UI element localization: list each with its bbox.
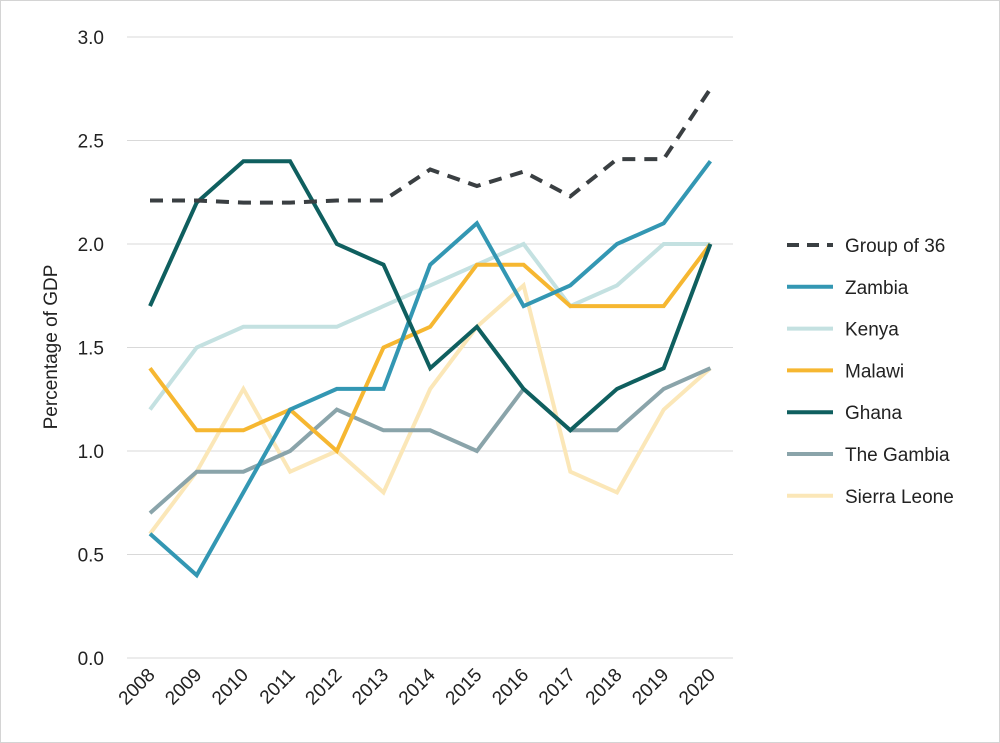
x-tick-label: 2009	[161, 665, 206, 710]
series-line-kenya	[148, 241, 711, 411]
x-tick-label: 2018	[582, 665, 627, 710]
series-line-zambia	[148, 159, 712, 579]
legend-label-the-gambia: The Gambia	[845, 445, 950, 466]
x-tick-label: 2011	[256, 665, 300, 709]
y-axis-label: Percentage of GDP	[41, 265, 62, 430]
y-tick-label: 0.5	[78, 546, 104, 567]
y-tick-label: 0.0	[78, 649, 104, 670]
legend-label-zambia: Zambia	[845, 278, 909, 299]
x-tick-label: 2008	[115, 665, 160, 710]
series-line-group-of-36	[150, 87, 713, 205]
series-lines	[148, 87, 713, 579]
legend-label-group-of-36: Group of 36	[845, 236, 945, 257]
series-line-malawi	[148, 242, 712, 455]
x-tick-label: 2015	[442, 665, 487, 710]
legend-label-ghana: Ghana	[845, 403, 902, 424]
x-axis-ticks: 2008 2009 2010 2011 2012 2013 2014 2015 2016 2017…	[115, 664, 720, 709]
x-tick-label: 2016	[488, 665, 533, 710]
x-tick-label: 2019	[628, 665, 673, 710]
x-tick-label: 2010	[208, 665, 253, 710]
legend-label-malawi: Malawi	[845, 361, 904, 382]
y-tick-label: 1.5	[78, 339, 104, 360]
y-axis-ticks: 0.0 0.5 1.0 1.5 2.0 2.5 3.0	[78, 28, 104, 670]
x-tick-label: 2020	[675, 665, 720, 710]
y-tick-label: 3.0	[78, 28, 104, 49]
series-line-the-gambia	[148, 366, 712, 515]
y-tick-label: 2.0	[78, 235, 104, 256]
y-tick-label: 1.0	[78, 442, 104, 463]
x-tick-label: 2014	[395, 664, 440, 709]
x-tick-label: 2013	[348, 665, 393, 710]
gridlines	[127, 36, 733, 659]
series-line-sierra-leone	[148, 281, 712, 536]
legend: Group of 36 Zambia Kenya Malawi Ghana The Gam…	[787, 236, 954, 508]
x-tick-label: 2012	[302, 665, 347, 710]
series-line-ghana	[148, 159, 713, 433]
x-tick-label: 2017	[535, 665, 580, 710]
legend-label-sierra-leone: Sierra Leone	[845, 487, 954, 508]
y-tick-label: 2.5	[78, 132, 104, 153]
legend-label-kenya: Kenya	[845, 320, 899, 341]
